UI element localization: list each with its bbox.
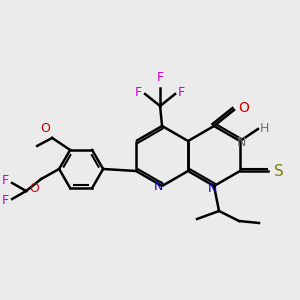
- Text: F: F: [178, 86, 185, 100]
- Text: O: O: [238, 101, 249, 115]
- Text: H: H: [260, 122, 269, 136]
- Text: F: F: [157, 71, 164, 84]
- Text: O: O: [29, 182, 39, 195]
- Text: F: F: [135, 86, 142, 100]
- Text: F: F: [2, 194, 9, 208]
- Text: N: N: [236, 136, 246, 149]
- Text: S: S: [274, 164, 284, 178]
- Text: N: N: [153, 179, 163, 193]
- Text: N: N: [207, 182, 217, 196]
- Text: O: O: [40, 122, 50, 135]
- Text: F: F: [2, 175, 9, 188]
